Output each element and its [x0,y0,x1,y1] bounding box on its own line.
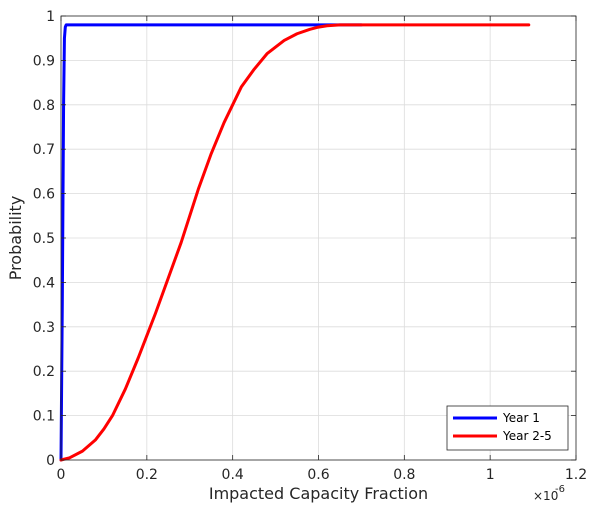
series-line-year-2-5 [59,23,531,462]
ticks [60,15,577,461]
y-tick-label: 0.8 [33,98,55,114]
y-tick-label: 1 [46,9,55,25]
y-tick-label: 0.2 [33,364,55,380]
x-exponent-power: -6 [555,484,565,495]
x-axis-label: Impacted Capacity Fraction [209,484,428,503]
x-tick-label: 0.8 [393,467,415,483]
y-tick-label: 0.1 [33,409,55,425]
y-tick-label: 0.5 [33,231,55,247]
y-tick-label: 0.3 [33,320,55,336]
x-tick-label: 0.2 [136,467,158,483]
legend-box [446,405,569,451]
x-tick-label: 0.6 [307,467,329,483]
x-tick-label: 0.4 [222,467,244,483]
legend-label-year-2-5: Year 2-5 [502,429,552,443]
x-tick-label: 1.2 [565,467,587,483]
y-tick-label: 0.6 [33,187,55,203]
legend: Year 1 Year 2-5 [446,405,569,451]
y-tick-label: 0.9 [33,53,55,69]
x-tick-label: 1 [486,467,495,483]
x-exponent-base: ×10 [533,489,558,503]
y-axis-label: Probability [6,196,25,281]
tick-labels: 0 0.2 0.4 0.6 0.8 1 1.2 0 0.1 0.2 0.3 0.4 0.5 0.6 0.7 0… [33,9,587,483]
x-exponent: ×10 -6 [533,484,565,503]
y-tick-label: 0.7 [33,142,55,158]
x-tick-label: 0 [57,467,66,483]
legend-label-year-1: Year 1 [502,411,540,425]
y-tick-label: 0 [46,453,55,469]
y-tick-label: 0.4 [33,275,55,291]
series-layer [59,23,531,462]
series-line-year-1 [59,23,363,462]
